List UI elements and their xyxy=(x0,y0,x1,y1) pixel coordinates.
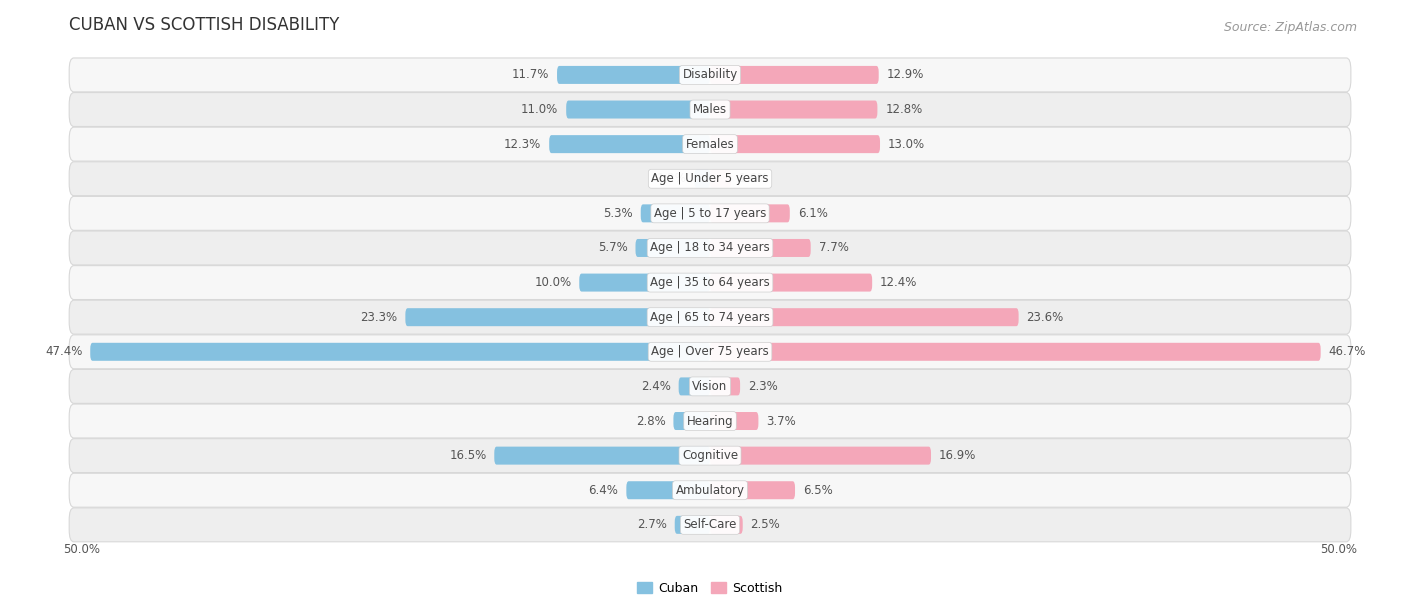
Text: 7.7%: 7.7% xyxy=(818,242,848,255)
FancyBboxPatch shape xyxy=(695,170,710,188)
FancyBboxPatch shape xyxy=(710,100,877,119)
Text: 46.7%: 46.7% xyxy=(1329,345,1365,358)
Text: 12.9%: 12.9% xyxy=(887,69,924,81)
FancyBboxPatch shape xyxy=(69,404,1351,438)
FancyBboxPatch shape xyxy=(550,135,710,153)
FancyBboxPatch shape xyxy=(710,481,794,499)
Text: 47.4%: 47.4% xyxy=(45,345,83,358)
Text: 16.5%: 16.5% xyxy=(449,449,486,462)
FancyBboxPatch shape xyxy=(636,239,710,257)
FancyBboxPatch shape xyxy=(69,196,1351,230)
FancyBboxPatch shape xyxy=(69,162,1351,196)
FancyBboxPatch shape xyxy=(710,516,742,534)
FancyBboxPatch shape xyxy=(710,343,1320,361)
FancyBboxPatch shape xyxy=(69,370,1351,403)
FancyBboxPatch shape xyxy=(69,508,1351,542)
FancyBboxPatch shape xyxy=(641,204,710,222)
FancyBboxPatch shape xyxy=(710,447,931,465)
FancyBboxPatch shape xyxy=(710,308,1018,326)
FancyBboxPatch shape xyxy=(673,412,710,430)
Text: 5.7%: 5.7% xyxy=(598,242,627,255)
Text: CUBAN VS SCOTTISH DISABILITY: CUBAN VS SCOTTISH DISABILITY xyxy=(69,16,340,34)
Text: 23.3%: 23.3% xyxy=(360,311,398,324)
Text: Age | Over 75 years: Age | Over 75 years xyxy=(651,345,769,358)
Text: 2.7%: 2.7% xyxy=(637,518,666,531)
Text: 6.1%: 6.1% xyxy=(797,207,828,220)
FancyBboxPatch shape xyxy=(69,335,1351,369)
Text: Males: Males xyxy=(693,103,727,116)
FancyBboxPatch shape xyxy=(69,300,1351,334)
Text: 5.3%: 5.3% xyxy=(603,207,633,220)
FancyBboxPatch shape xyxy=(579,274,710,291)
Text: Vision: Vision xyxy=(692,380,728,393)
Text: 2.5%: 2.5% xyxy=(751,518,780,531)
Text: 2.4%: 2.4% xyxy=(641,380,671,393)
Text: 23.6%: 23.6% xyxy=(1026,311,1064,324)
Text: Cognitive: Cognitive xyxy=(682,449,738,462)
FancyBboxPatch shape xyxy=(69,266,1351,299)
Text: Self-Care: Self-Care xyxy=(683,518,737,531)
FancyBboxPatch shape xyxy=(69,92,1351,127)
FancyBboxPatch shape xyxy=(710,378,740,395)
FancyBboxPatch shape xyxy=(69,473,1351,507)
FancyBboxPatch shape xyxy=(567,100,710,119)
FancyBboxPatch shape xyxy=(69,127,1351,161)
Text: Hearing: Hearing xyxy=(686,414,734,428)
Text: 50.0%: 50.0% xyxy=(63,543,100,556)
Text: 2.3%: 2.3% xyxy=(748,380,778,393)
FancyBboxPatch shape xyxy=(495,447,710,465)
Text: Age | 35 to 64 years: Age | 35 to 64 years xyxy=(650,276,770,289)
FancyBboxPatch shape xyxy=(675,516,710,534)
Text: Females: Females xyxy=(686,138,734,151)
FancyBboxPatch shape xyxy=(710,204,790,222)
FancyBboxPatch shape xyxy=(679,378,710,395)
Text: Age | Under 5 years: Age | Under 5 years xyxy=(651,172,769,185)
Text: Age | 18 to 34 years: Age | 18 to 34 years xyxy=(650,242,770,255)
FancyBboxPatch shape xyxy=(710,170,731,188)
Text: Disability: Disability xyxy=(682,69,738,81)
Text: 12.8%: 12.8% xyxy=(886,103,922,116)
Text: 11.0%: 11.0% xyxy=(522,103,558,116)
Legend: Cuban, Scottish: Cuban, Scottish xyxy=(633,577,787,600)
FancyBboxPatch shape xyxy=(710,274,872,291)
Text: 16.9%: 16.9% xyxy=(939,449,976,462)
Text: Age | 65 to 74 years: Age | 65 to 74 years xyxy=(650,311,770,324)
Text: 50.0%: 50.0% xyxy=(1320,543,1357,556)
FancyBboxPatch shape xyxy=(710,412,758,430)
FancyBboxPatch shape xyxy=(710,239,811,257)
Text: 1.2%: 1.2% xyxy=(657,172,686,185)
Text: Source: ZipAtlas.com: Source: ZipAtlas.com xyxy=(1225,21,1357,34)
Text: 10.0%: 10.0% xyxy=(534,276,571,289)
FancyBboxPatch shape xyxy=(405,308,710,326)
Text: 2.8%: 2.8% xyxy=(636,414,665,428)
FancyBboxPatch shape xyxy=(69,58,1351,92)
FancyBboxPatch shape xyxy=(557,66,710,84)
FancyBboxPatch shape xyxy=(69,231,1351,265)
Text: 1.6%: 1.6% xyxy=(738,172,769,185)
Text: Ambulatory: Ambulatory xyxy=(675,483,745,497)
FancyBboxPatch shape xyxy=(69,439,1351,472)
FancyBboxPatch shape xyxy=(626,481,710,499)
Text: 11.7%: 11.7% xyxy=(512,69,550,81)
Text: 12.3%: 12.3% xyxy=(505,138,541,151)
Text: 3.7%: 3.7% xyxy=(766,414,796,428)
FancyBboxPatch shape xyxy=(710,66,879,84)
Text: 6.4%: 6.4% xyxy=(589,483,619,497)
Text: 6.5%: 6.5% xyxy=(803,483,832,497)
FancyBboxPatch shape xyxy=(710,135,880,153)
Text: 12.4%: 12.4% xyxy=(880,276,917,289)
Text: 13.0%: 13.0% xyxy=(887,138,925,151)
Text: Age | 5 to 17 years: Age | 5 to 17 years xyxy=(654,207,766,220)
FancyBboxPatch shape xyxy=(90,343,710,361)
